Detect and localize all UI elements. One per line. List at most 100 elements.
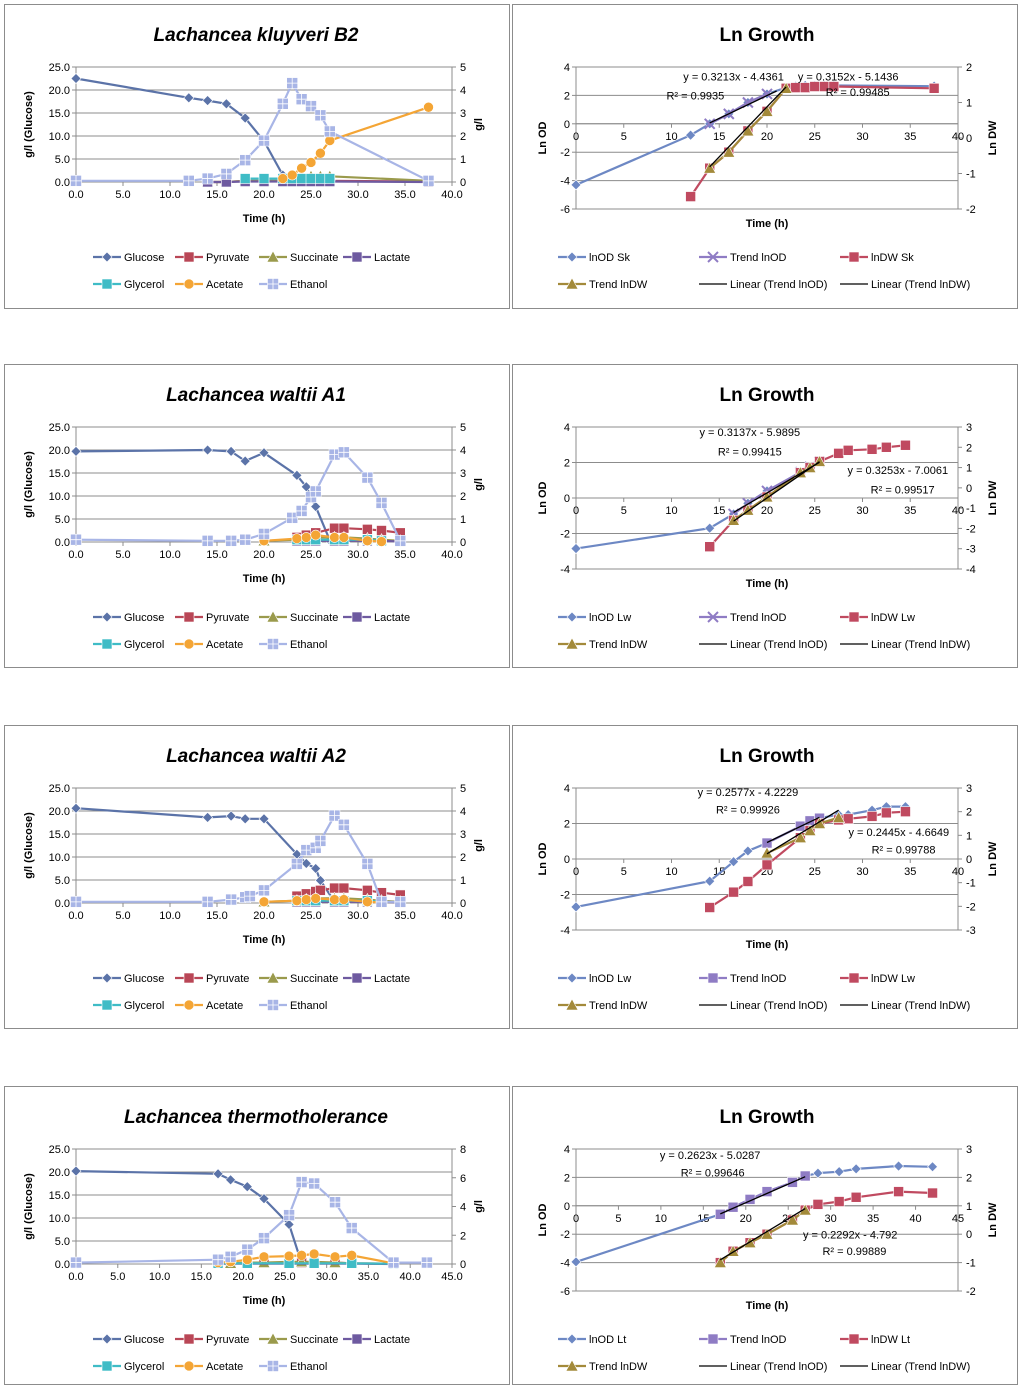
x-tick-label: 40.0 xyxy=(441,910,462,922)
y2-tick-label: 0 xyxy=(966,133,972,145)
legend-entry: Linear (Trend lnDW) xyxy=(840,639,970,651)
data-point xyxy=(762,860,772,870)
legend-marker xyxy=(102,279,112,289)
chart-svg: Lachancea thermotholerance0.05.010.015.0… xyxy=(5,1087,511,1386)
x-tick-label: 40.0 xyxy=(441,549,462,561)
data-point xyxy=(203,96,213,106)
data-point xyxy=(297,174,307,184)
legend-label: Succinate xyxy=(290,1334,338,1346)
legend-entry: Ethanol xyxy=(259,639,327,652)
legend-label: Glycerol xyxy=(124,639,164,651)
legend-label: Acetate xyxy=(206,279,243,291)
data-point xyxy=(259,1252,269,1262)
data-point xyxy=(800,1171,810,1181)
x-tick-label: 30 xyxy=(856,131,868,143)
y-tick-label: -2 xyxy=(560,890,570,902)
legend-entry: lnOD Lw xyxy=(558,973,631,985)
series-line xyxy=(76,1171,302,1263)
legend-label: Trend lnOD xyxy=(730,252,787,264)
data-point xyxy=(761,847,773,858)
y-axis-title: Ln OD xyxy=(537,481,549,514)
legend-entry: Linear (Trend lnDW) xyxy=(840,279,970,291)
y-tick-label: 20.0 xyxy=(49,445,70,457)
y2-tick-label: 0 xyxy=(460,1259,466,1271)
data-point xyxy=(330,532,340,542)
legend-label: lnDW Lw xyxy=(871,973,915,985)
chart-title: Ln Growth xyxy=(720,746,815,767)
y-tick-label: 10.0 xyxy=(49,491,70,503)
y2-tick-label: 3 xyxy=(460,468,466,480)
legend-label: Trend lnOD xyxy=(730,973,787,985)
legend-label: Glucose xyxy=(124,252,164,264)
x-tick-label: 15 xyxy=(713,505,725,517)
y2-tick-label: -1 xyxy=(966,878,976,890)
x-tick-label: 40 xyxy=(952,505,964,517)
x-tick-label: 20.0 xyxy=(253,549,274,561)
x-tick-label: 10.0 xyxy=(159,549,180,561)
data-point xyxy=(686,192,696,202)
y-tick-label: 20.0 xyxy=(49,806,70,818)
x-tick-label: 5.0 xyxy=(110,1271,125,1283)
y2-tick-label: -3 xyxy=(966,925,976,937)
trendline-equation: R² = 0.99646 xyxy=(681,1168,745,1180)
trendline-equation: y = 0.2623x - 5.0287 xyxy=(660,1150,761,1162)
data-point xyxy=(278,174,288,184)
y-tick-label: -2 xyxy=(560,529,570,541)
y2-tick-label: 3 xyxy=(966,783,972,795)
legend-marker xyxy=(567,252,577,262)
x-tick-label: 40 xyxy=(952,866,964,878)
legend-label: Pyruvate xyxy=(206,1334,249,1346)
legend-entry: Acetate xyxy=(175,639,243,651)
y-tick-label: 0 xyxy=(564,493,570,505)
trendline-equation: R² = 0.99926 xyxy=(716,805,780,817)
data-point xyxy=(292,534,302,544)
legend-marker xyxy=(352,612,362,622)
x-tick-label: 30.0 xyxy=(347,549,368,561)
data-point xyxy=(71,74,81,84)
data-point xyxy=(834,448,844,458)
data-point xyxy=(301,532,311,542)
legend-marker xyxy=(102,1334,112,1344)
data-point xyxy=(928,1188,938,1198)
data-point xyxy=(309,1258,319,1268)
y-tick-label: 20.0 xyxy=(49,85,70,97)
chart-svg: Lachancea waltii A20.05.010.015.020.025.… xyxy=(5,726,511,1030)
chart-svg: Ln Growth-6-4-2024-2-1012305101520253035… xyxy=(513,1087,1019,1386)
series-line xyxy=(76,79,283,176)
y2-tick-label: 8 xyxy=(460,1144,466,1156)
y-tick-label: 5.0 xyxy=(55,1236,70,1248)
y2-axis-title: g/l xyxy=(473,1200,485,1213)
trendline-equation: R² = 0.99415 xyxy=(718,446,782,458)
legend-label: Ethanol xyxy=(290,1000,327,1012)
data-point xyxy=(791,83,801,93)
x-tick-label: 35.0 xyxy=(394,189,415,201)
data-point xyxy=(571,1257,581,1267)
y-tick-label: -4 xyxy=(560,1258,570,1270)
x-axis-title: Time (h) xyxy=(243,934,286,946)
data-point xyxy=(259,897,269,907)
legend-entry: Glycerol xyxy=(93,1361,164,1373)
data-point xyxy=(867,811,877,821)
data-point xyxy=(705,523,715,533)
data-point xyxy=(800,83,810,93)
x-tick-label: 25.0 xyxy=(300,189,321,201)
legend-label: Linear (Trend lnDW) xyxy=(871,639,970,651)
y-tick-label: 0.0 xyxy=(55,537,70,549)
y2-tick-label: 2 xyxy=(460,1230,466,1242)
y-tick-label: 15.0 xyxy=(49,1190,70,1202)
y2-tick-label: 5 xyxy=(460,422,466,434)
legend-label: Trend lnDW xyxy=(589,1361,648,1373)
x-tick-label: 15.0 xyxy=(206,910,227,922)
y-tick-label: 25.0 xyxy=(49,62,70,74)
legend-label: lnDW Lt xyxy=(871,1334,910,1346)
legend-entry: Trend lnDW xyxy=(558,999,648,1012)
y2-tick-label: 0 xyxy=(460,537,466,549)
legend-entry: Lactate xyxy=(343,252,410,264)
legend-label: lnOD Lw xyxy=(589,612,631,624)
legend-marker xyxy=(102,612,112,622)
x-tick-label: 15 xyxy=(713,131,725,143)
x-axis-title: Time (h) xyxy=(746,1300,789,1312)
